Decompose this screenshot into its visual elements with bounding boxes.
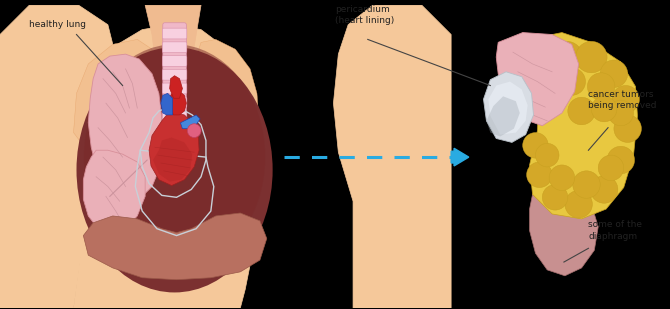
Circle shape: [600, 60, 628, 87]
FancyBboxPatch shape: [163, 23, 186, 169]
Polygon shape: [0, 5, 118, 308]
Circle shape: [614, 115, 641, 142]
Text: cancer tumors
being removed: cancer tumors being removed: [588, 90, 657, 110]
FancyBboxPatch shape: [162, 56, 187, 66]
Polygon shape: [74, 25, 263, 308]
FancyBboxPatch shape: [162, 124, 187, 135]
Polygon shape: [496, 32, 579, 126]
Polygon shape: [529, 188, 598, 276]
Polygon shape: [194, 40, 260, 147]
FancyBboxPatch shape: [162, 111, 187, 121]
Circle shape: [588, 73, 615, 100]
Polygon shape: [334, 5, 451, 308]
Polygon shape: [170, 76, 182, 98]
Circle shape: [523, 133, 548, 158]
FancyBboxPatch shape: [162, 138, 187, 149]
Circle shape: [542, 184, 568, 210]
FancyBboxPatch shape: [162, 28, 187, 39]
Polygon shape: [161, 93, 173, 115]
Circle shape: [568, 97, 595, 125]
Circle shape: [612, 86, 639, 113]
FancyBboxPatch shape: [162, 42, 187, 53]
Text: some of the
diaphragm: some of the diaphragm: [588, 220, 643, 240]
Circle shape: [592, 96, 617, 122]
FancyBboxPatch shape: [162, 97, 187, 108]
Text: pericardium
(heart lining): pericardium (heart lining): [336, 5, 395, 25]
Polygon shape: [83, 213, 267, 280]
FancyBboxPatch shape: [162, 69, 187, 80]
Circle shape: [565, 190, 592, 218]
FancyBboxPatch shape: [162, 83, 187, 94]
Circle shape: [573, 171, 600, 198]
Circle shape: [558, 68, 586, 95]
Polygon shape: [170, 91, 186, 115]
Circle shape: [535, 143, 559, 167]
Circle shape: [590, 176, 618, 203]
Polygon shape: [153, 138, 192, 182]
Circle shape: [551, 41, 582, 73]
Circle shape: [576, 41, 607, 73]
Circle shape: [598, 155, 624, 181]
Polygon shape: [88, 54, 162, 199]
Polygon shape: [74, 40, 155, 152]
Ellipse shape: [188, 124, 201, 138]
Polygon shape: [145, 5, 201, 69]
Circle shape: [607, 146, 634, 174]
Polygon shape: [484, 72, 533, 142]
Ellipse shape: [76, 47, 273, 292]
Text: healthy lung: healthy lung: [29, 20, 86, 29]
Polygon shape: [529, 32, 637, 219]
Polygon shape: [488, 82, 527, 134]
Circle shape: [527, 162, 552, 188]
Ellipse shape: [84, 44, 265, 270]
Polygon shape: [149, 113, 199, 185]
Polygon shape: [83, 150, 145, 233]
Circle shape: [549, 165, 575, 190]
Circle shape: [608, 100, 634, 126]
Polygon shape: [180, 115, 200, 129]
Circle shape: [529, 93, 555, 119]
FancyBboxPatch shape: [162, 152, 187, 163]
Polygon shape: [486, 96, 520, 137]
FancyArrow shape: [451, 148, 469, 166]
